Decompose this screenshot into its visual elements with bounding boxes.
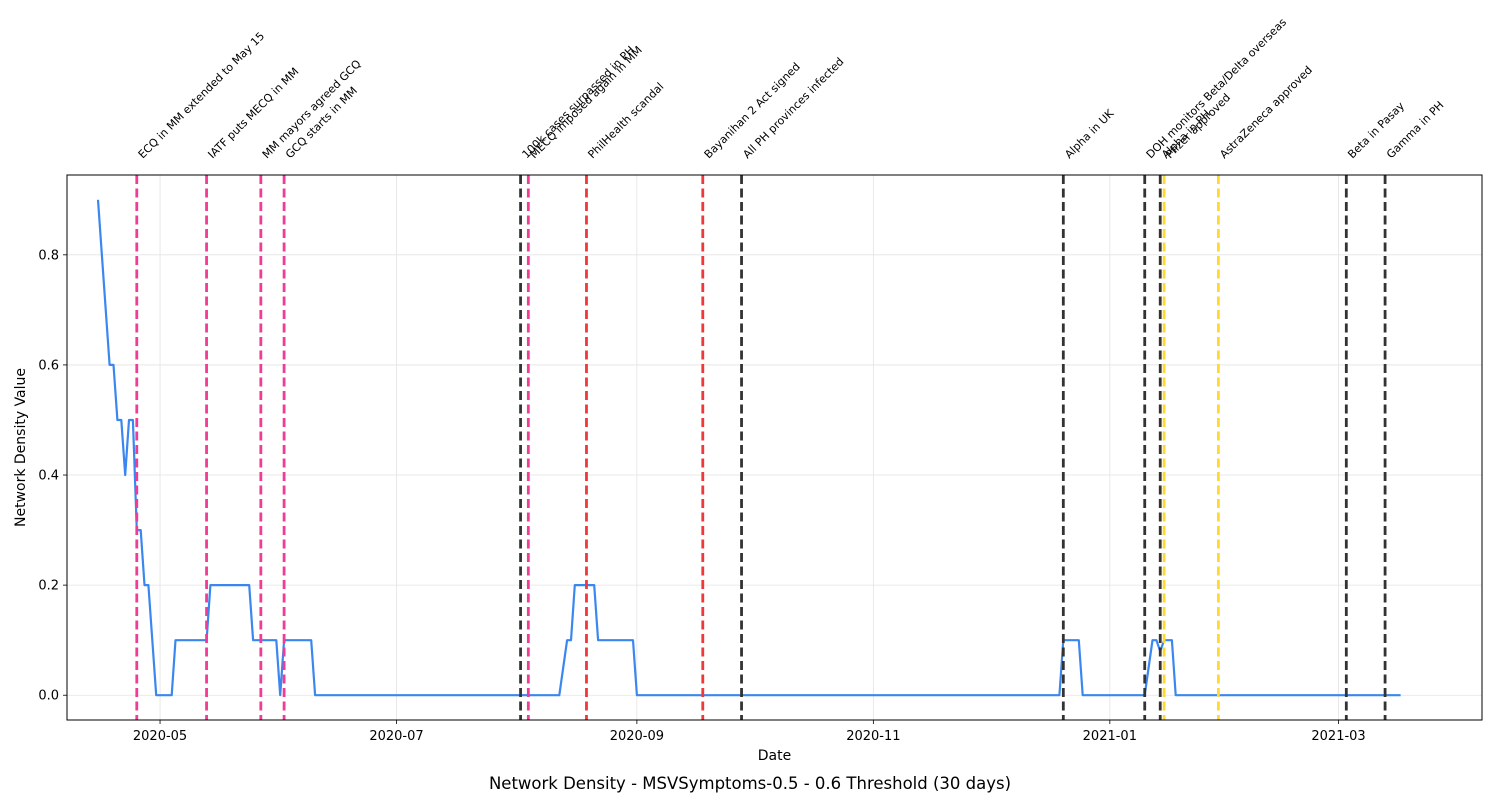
event-lines — [135, 175, 1387, 720]
x-tick-label: 2020-09 — [610, 729, 664, 744]
x-tick-label: 2020-11 — [846, 729, 900, 744]
event-label: Alpha in UK — [1062, 106, 1117, 161]
plot-frame — [66, 174, 1483, 721]
y-axis-label: Network Density Value — [13, 368, 29, 527]
event-label: MM mayors agreed GCQ — [260, 57, 364, 161]
chart-title: Network Density - MSVSymptoms-0.5 - 0.6 … — [489, 774, 1011, 793]
y-tick-label: 0.6 — [38, 358, 59, 373]
y-tick-label: 0.2 — [38, 579, 59, 594]
y-tick-label: 0.4 — [38, 469, 59, 484]
series-line-network-density — [96, 199, 1401, 697]
event-label: MECQ imposed again in MM — [527, 44, 645, 162]
x-tick-label: 2021-01 — [1083, 729, 1137, 744]
event-label: DOH monitors Beta/Delta overseas — [1144, 16, 1290, 162]
y-tick-label: 0.8 — [38, 248, 59, 263]
series-layer — [96, 199, 1401, 697]
x-tick-label: 2020-05 — [133, 729, 187, 744]
y-axis-ticks: 0.0 0.2 0.4 0.6 0.8 — [38, 248, 67, 704]
event-label: ECQ in MM extended to May 15 — [136, 30, 267, 161]
x-axis-label: Date — [758, 748, 791, 764]
grid — [67, 175, 1482, 720]
x-axis-ticks: 2020-05 2020-07 2020-09 2020-11 2021-01 2021-… — [133, 720, 1366, 744]
x-tick-label: 2021-03 — [1311, 729, 1365, 744]
x-tick-label: 2020-07 — [369, 729, 423, 744]
y-tick-label: 0.0 — [38, 689, 59, 704]
